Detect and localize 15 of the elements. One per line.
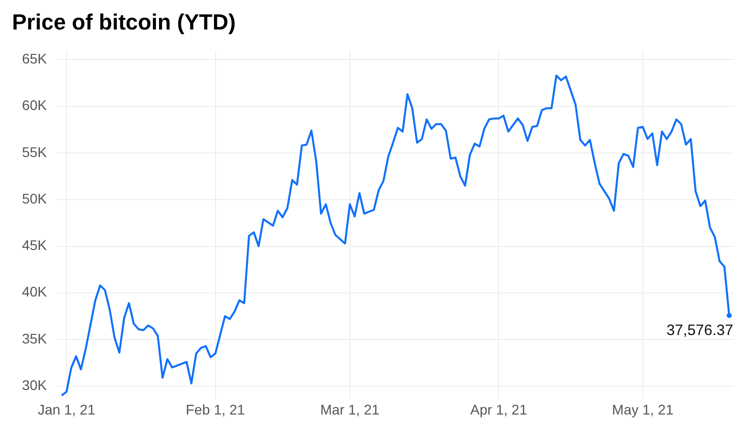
y-tick-label: 65K [22, 50, 48, 67]
y-tick-label: 40K [22, 284, 48, 300]
x-tick-label: Mar 1, 21 [320, 401, 380, 418]
x-tick-label: May 1, 21 [612, 401, 674, 418]
x-tick-label: Jan 1, 21 [38, 401, 96, 418]
y-tick-label: 45K [22, 237, 48, 254]
y-tick-label: 50K [22, 190, 48, 206]
y-tick-label: 35K [22, 330, 48, 346]
annotation: 37,576.37 [666, 322, 734, 340]
x-tick-label: Apr 1, 21 [470, 401, 528, 418]
x-tick-label: Feb 1, 21 [186, 401, 246, 418]
y-tick-label: 30K [22, 377, 48, 394]
y-tick-label: 55K [22, 144, 48, 160]
y-tick-label: 60K [22, 97, 48, 114]
chart-title: Price of bitcoin (YTD) [12, 9, 236, 34]
